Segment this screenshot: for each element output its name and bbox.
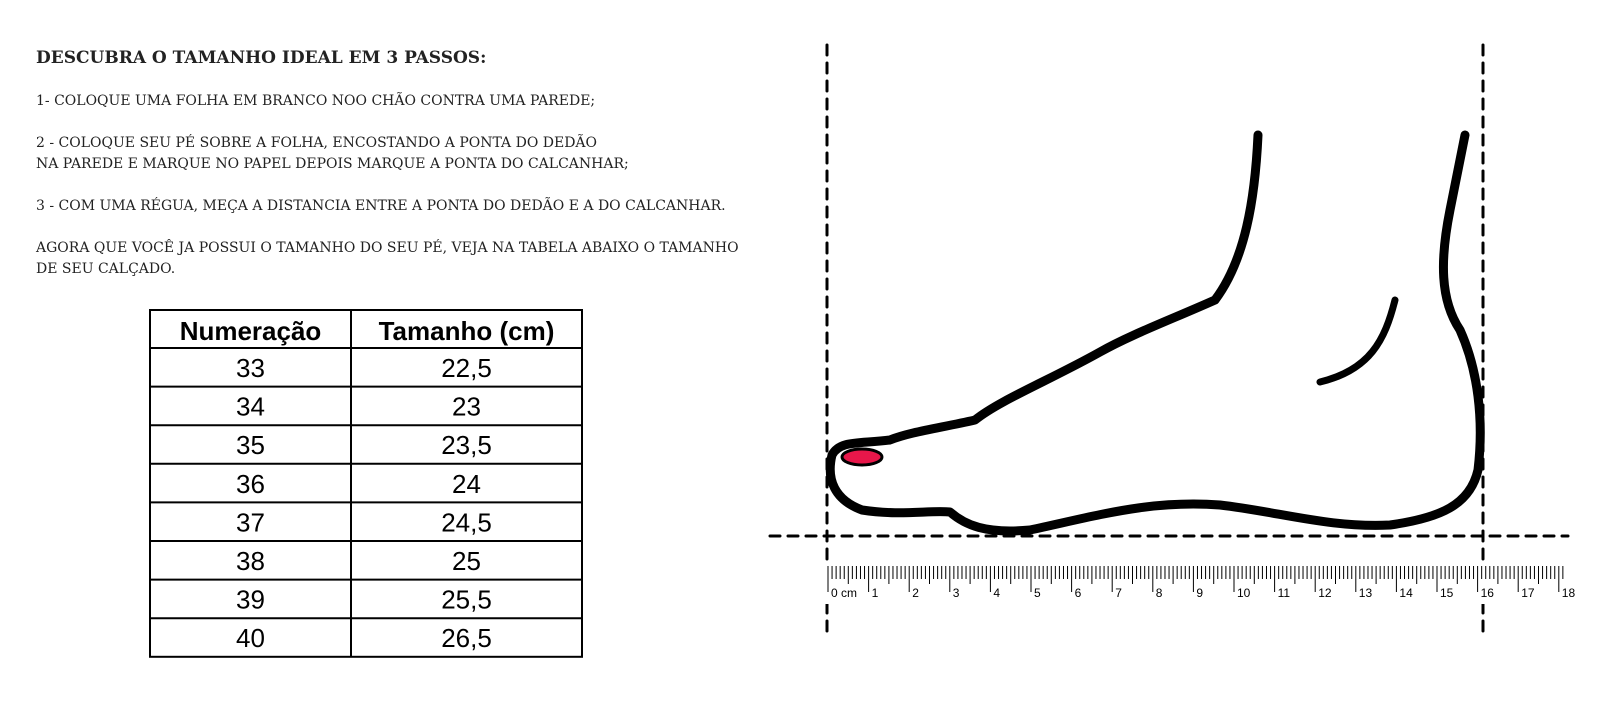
table-cell: 23 xyxy=(452,392,481,422)
ruler-label: 2 xyxy=(912,586,919,600)
ruler-label: 5 xyxy=(1034,586,1041,600)
ruler-label: 15 xyxy=(1440,586,1454,600)
instruction-line: DE SEU CALÇADO. xyxy=(36,261,175,277)
instruction-line: 3 - COM UMA RÉGUA, MEÇA A DISTANCIA ENTR… xyxy=(36,196,726,214)
ruler-label: 9 xyxy=(1196,586,1203,600)
ruler-label: 3 xyxy=(953,586,960,600)
table-cell: 34 xyxy=(236,392,265,422)
title: DESCUBRA O TAMANHO IDEAL EM 3 PASSOS: xyxy=(36,48,486,68)
table-cell: 25,5 xyxy=(441,585,492,615)
ruler-label: 7 xyxy=(1115,586,1122,600)
table-cell: 36 xyxy=(236,469,265,499)
table-cell: 24 xyxy=(452,469,481,499)
table-cell: 39 xyxy=(236,585,265,615)
ruler-label: 18 xyxy=(1562,586,1576,600)
table-header: Numeração xyxy=(180,316,322,346)
size-table: Numeração Tamanho (cm) 33 22,5 34 23 35 23,5 36 2… xyxy=(149,309,583,658)
table-cell: 33 xyxy=(236,353,265,383)
table-cell: 37 xyxy=(236,507,265,537)
ruler-body xyxy=(822,562,1568,604)
ruler-label: 12 xyxy=(1318,586,1332,600)
table-cell: 35 xyxy=(236,430,265,460)
table-cell: 38 xyxy=(236,546,265,576)
table-cell: 25 xyxy=(452,546,481,576)
ruler-label: 1 xyxy=(872,586,879,600)
ruler-label: 13 xyxy=(1359,586,1373,600)
table-cell: 40 xyxy=(236,623,265,653)
table-cell: 22,5 xyxy=(441,353,492,383)
instruction-line: 1- COLOQUE UMA FOLHA EM BRANCO NOO CHÃO … xyxy=(36,91,595,109)
table-border xyxy=(149,309,583,658)
ruler-label: 16 xyxy=(1481,586,1495,600)
ruler-label: 0 cm xyxy=(831,586,857,600)
ruler-label: 6 xyxy=(1075,586,1082,600)
instruction-line: 2 - COLOQUE SEU PÉ SOBRE A FOLHA, ENCOST… xyxy=(36,133,597,151)
table-cell: 26,5 xyxy=(441,623,492,653)
ruler-label: 17 xyxy=(1521,586,1535,600)
table-header: Tamanho (cm) xyxy=(379,316,555,346)
ruler-label: 11 xyxy=(1278,586,1291,600)
ruler-label: 10 xyxy=(1237,586,1251,600)
ruler-label: 4 xyxy=(993,586,1000,600)
foot-diagram xyxy=(768,43,1570,634)
ruler-label: 14 xyxy=(1399,586,1413,600)
ruler-label: 8 xyxy=(1156,586,1163,600)
ruler: 0 cm 1 2 3 4 5 6 7 8 9 10 11 12 13 14 15 16 17 18 xyxy=(822,562,1575,604)
instruction-line: AGORA QUE VOCÊ JA POSSUI O TAMANHO DO SE… xyxy=(35,238,739,256)
instruction-line: NA PAREDE E MARQUE NO PAPEL DEPOIS MARQU… xyxy=(36,156,629,172)
table-cell: 23,5 xyxy=(441,430,492,460)
table-cell: 24,5 xyxy=(441,507,492,537)
